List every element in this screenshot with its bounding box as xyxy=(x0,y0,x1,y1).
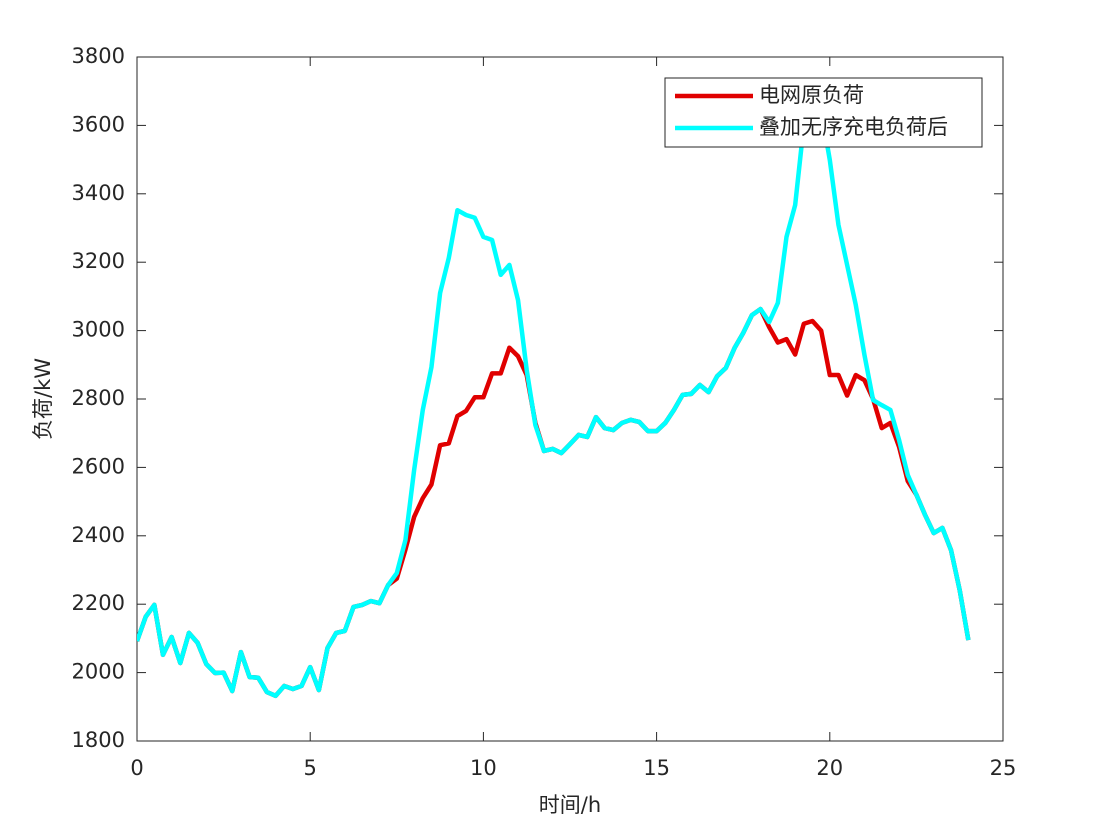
y-tick-label: 3000 xyxy=(72,318,125,342)
y-axis-label: 负荷/kW xyxy=(31,358,55,440)
series-line xyxy=(137,92,971,699)
legend-label: 叠加无序充电负荷后 xyxy=(759,115,948,139)
legend-label: 电网原负荷 xyxy=(759,83,864,107)
y-tick-label: 2800 xyxy=(72,386,125,410)
x-axis-label: 时间/h xyxy=(539,793,601,817)
plot-lines xyxy=(137,92,971,699)
x-tick-label: 25 xyxy=(990,756,1017,780)
y-tick-label: 3600 xyxy=(72,112,125,136)
y-tick-label: 2200 xyxy=(72,591,125,615)
legend-box xyxy=(664,77,983,148)
x-tick-label: 15 xyxy=(643,756,670,780)
y-tick-label: 3400 xyxy=(72,181,125,205)
plot-area xyxy=(136,56,1004,742)
y-tick-label: 2400 xyxy=(72,523,125,547)
y-tick-label: 2600 xyxy=(72,454,125,478)
y-tick-label: 1800 xyxy=(72,728,125,752)
y-tick-label: 3200 xyxy=(72,249,125,273)
y-tick-label: 3800 xyxy=(72,44,125,68)
x-tick-label: 0 xyxy=(130,756,143,780)
y-tick-label: 2000 xyxy=(72,660,125,684)
x-tick-label: 5 xyxy=(304,756,317,780)
x-tick-label: 20 xyxy=(816,756,843,780)
x-tick-label: 10 xyxy=(470,756,497,780)
